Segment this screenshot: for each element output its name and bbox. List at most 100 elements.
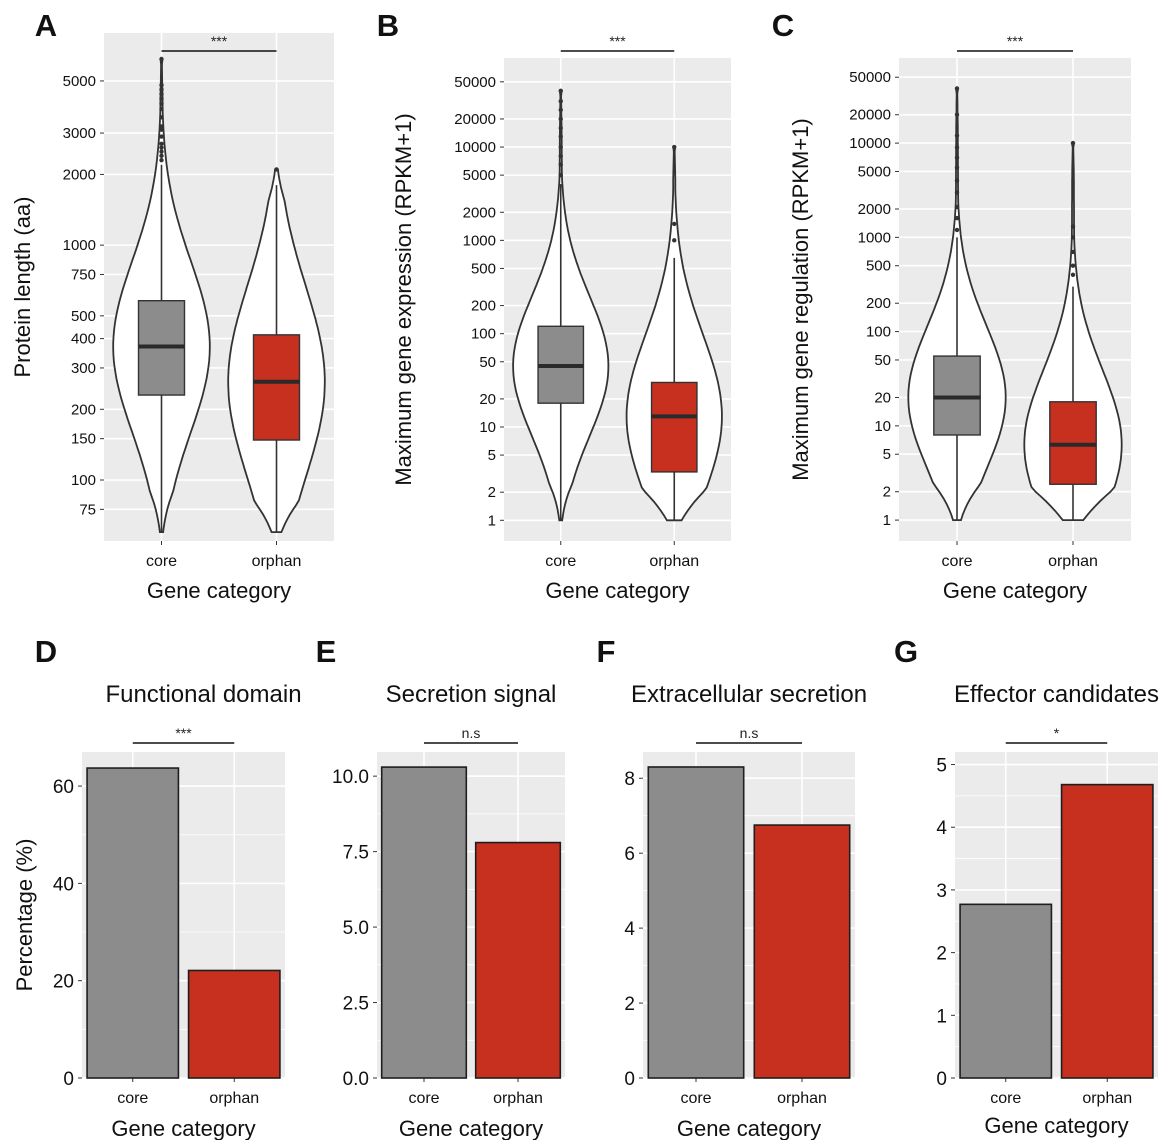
y-tick-label: 200 <box>471 298 496 315</box>
panel-letter: B <box>377 8 399 43</box>
significance-label: *** <box>1007 33 1024 49</box>
y-axis-title: Protein length (aa) <box>10 197 35 378</box>
y-tick-label: 20000 <box>454 111 496 128</box>
outlier-point <box>672 144 677 150</box>
outlier-point <box>558 172 563 178</box>
panel-letter: D <box>35 634 57 669</box>
x-axis-title: Gene category <box>111 1116 255 1140</box>
x-tick-label-orphan: orphan <box>209 1090 259 1107</box>
y-tick-label: 100 <box>71 472 96 489</box>
x-tick-label-core: core <box>941 553 972 570</box>
panel-a: A 75 100 150 200 300 400 500 750 1000 2000 3000 5000… <box>10 8 334 603</box>
y-tick-label: 2000 <box>463 204 496 221</box>
y-tick-label: 1 <box>936 1006 947 1027</box>
panel-letter: F <box>597 634 616 669</box>
y-tick-label: 1000 <box>463 232 496 249</box>
y-tick-label: 100 <box>866 324 891 341</box>
y-tick-label: 5 <box>488 447 496 464</box>
x-tick-label-orphan: orphan <box>1048 553 1098 570</box>
bar-core <box>86 767 180 1079</box>
y-tick-label: 2000 <box>63 166 96 183</box>
y-tick-label: 1000 <box>63 237 96 254</box>
y-tick-label: 1 <box>488 512 496 529</box>
bar-core <box>959 903 1053 1079</box>
panel-title: Extracellular secretion <box>631 681 867 708</box>
y-tick-label: 5.0 <box>343 918 369 939</box>
box-orphan <box>252 334 301 441</box>
y-tick-label: 300 <box>71 360 96 377</box>
y-tick-label: 1 <box>883 512 891 529</box>
bar-orphan <box>187 969 281 1079</box>
outlier-point <box>954 112 960 117</box>
x-axis-title: Gene category <box>677 1116 821 1140</box>
x-tick-label-orphan: orphan <box>252 553 302 570</box>
panel-b: B 1 2 5 10 20 50 100 200 500 1000 2000 5000 10000 2000… <box>377 8 731 603</box>
x-axis-title: Gene category <box>943 578 1087 603</box>
outlier-point <box>159 87 164 92</box>
y-tick-label: 1000 <box>858 229 891 246</box>
x-tick-label-core: core <box>680 1090 711 1107</box>
y-tick-label: 50000 <box>454 74 496 91</box>
outlier-point <box>672 238 677 243</box>
panel-letter: G <box>894 634 918 669</box>
x-tick-label-core: core <box>990 1090 1021 1107</box>
x-tick-label-orphan: orphan <box>649 553 699 570</box>
y-tick-label: 60 <box>53 777 74 798</box>
y-tick-label: 5000 <box>63 73 96 90</box>
outlier-point <box>159 157 164 163</box>
outlier-point <box>159 134 164 139</box>
panel-c: C 1 2 5 10 20 50 100 200 500 1000 2000 5000 10000 2000… <box>772 8 1131 603</box>
x-axis-title: Gene category <box>545 578 689 603</box>
outlier-point <box>558 88 563 94</box>
x-axis-title: Gene category <box>147 578 291 603</box>
y-tick-label: 6 <box>624 844 635 865</box>
y-tick-label: 400 <box>71 331 96 348</box>
outlier-point <box>1070 235 1076 240</box>
y-tick-label: 10000 <box>454 139 496 156</box>
y-tick-label: 20 <box>53 972 74 993</box>
bar-core <box>647 766 745 1079</box>
outlier-point <box>274 167 279 172</box>
y-tick-label: 8 <box>624 769 635 790</box>
x-tick-label-orphan: orphan <box>777 1090 827 1107</box>
significance-label: * <box>1054 725 1060 741</box>
outlier-point <box>159 106 164 112</box>
outlier-point <box>558 125 563 131</box>
y-tick-label: 0.0 <box>343 1069 369 1090</box>
outlier-point <box>159 115 164 120</box>
y-tick-label: 5000 <box>463 167 496 184</box>
y-axis-title: Maximum gene expression (RPKM+1) <box>391 113 416 485</box>
y-tick-label: 10000 <box>849 135 891 152</box>
y-tick-label: 2.5 <box>343 994 369 1015</box>
bar-orphan <box>474 841 562 1079</box>
outlier-point <box>159 56 164 62</box>
outlier-point <box>159 82 164 88</box>
panel-d: D 0 20 40 60 core orphan *** Functional domain Ge… <box>12 634 302 1140</box>
x-axis-title: Gene category <box>399 1116 543 1140</box>
x-tick-label-core: core <box>146 553 177 570</box>
significance-label: *** <box>609 33 626 49</box>
outlier-point <box>159 141 164 147</box>
y-tick-label: 50 <box>479 354 496 371</box>
outlier-point <box>159 101 164 106</box>
y-tick-label: 50 <box>874 352 891 369</box>
panel-g: G 0 1 2 3 4 5 core orphan * Effector candidates Gen… <box>894 634 1159 1138</box>
y-axis-title: Maximum gene regulation (RPKM+1) <box>788 118 813 481</box>
x-tick-label-core: core <box>408 1090 439 1107</box>
panel-title: Functional domain <box>105 681 301 708</box>
y-tick-label: 200 <box>71 401 96 418</box>
outlier-point <box>954 133 960 138</box>
outlier-point <box>954 86 960 91</box>
outlier-point <box>159 124 164 129</box>
y-tick-label: 2 <box>624 994 635 1015</box>
outlier-point <box>954 215 960 221</box>
outlier-point <box>1070 249 1076 255</box>
panel-letter: C <box>772 8 794 43</box>
outlier-point <box>558 153 563 159</box>
y-tick-label: 3 <box>936 881 947 902</box>
box-orphan <box>650 381 698 473</box>
y-tick-label: 3000 <box>63 125 96 142</box>
y-tick-label: 5 <box>936 756 947 777</box>
bar-orphan <box>753 824 851 1079</box>
